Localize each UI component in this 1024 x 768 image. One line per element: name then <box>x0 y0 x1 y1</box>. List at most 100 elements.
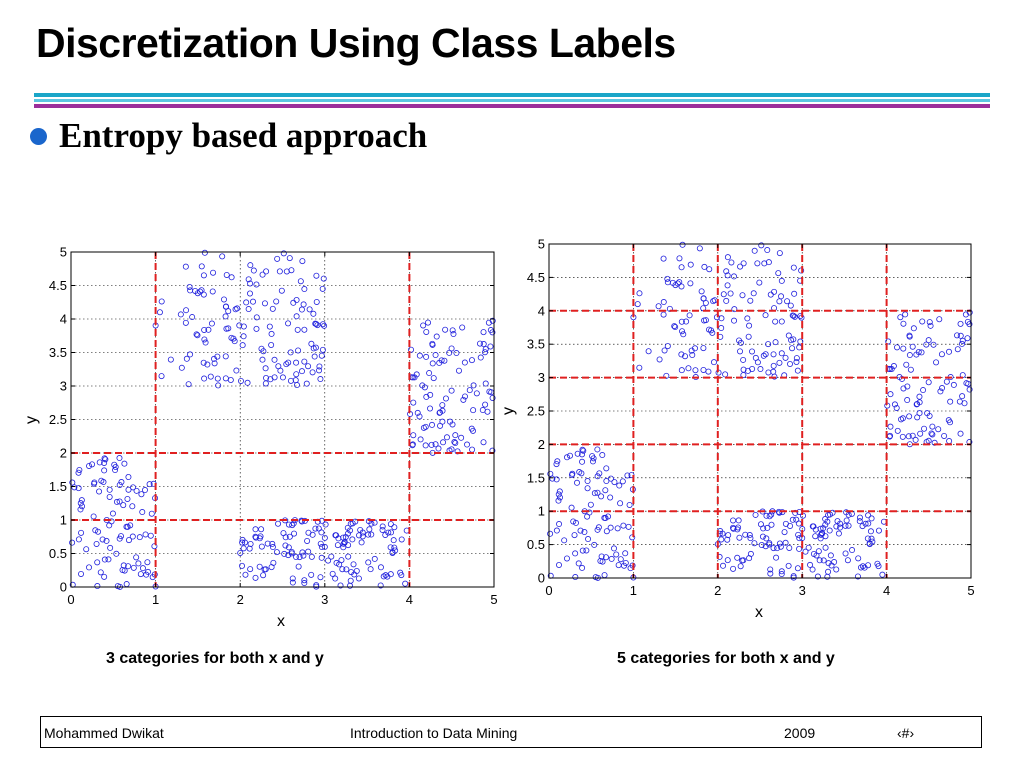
data-point <box>328 553 335 560</box>
data-point <box>461 359 468 366</box>
data-point <box>461 393 468 400</box>
data-point <box>927 322 934 329</box>
data-point <box>556 488 563 495</box>
data-point <box>455 367 462 374</box>
data-point <box>962 311 969 318</box>
data-point <box>887 391 894 398</box>
y-tick-label: 4.5 <box>527 270 545 285</box>
data-point <box>102 456 109 463</box>
data-point <box>583 547 590 554</box>
data-point <box>796 344 803 351</box>
data-point <box>200 272 207 279</box>
data-point <box>283 268 290 275</box>
data-point <box>283 361 290 368</box>
data-point <box>273 549 280 556</box>
y-tick-label: 5 <box>538 237 545 252</box>
data-point <box>312 320 319 327</box>
data-point <box>762 312 769 319</box>
data-point <box>371 555 378 562</box>
data-point <box>198 287 205 294</box>
data-point <box>572 519 579 526</box>
data-point <box>242 571 249 578</box>
data-point <box>344 524 351 531</box>
data-point <box>835 530 842 537</box>
data-point <box>793 358 800 365</box>
data-point <box>139 565 146 572</box>
data-point <box>679 241 686 248</box>
data-point <box>220 296 227 303</box>
data-point <box>553 476 560 483</box>
data-point <box>894 344 901 351</box>
data-point <box>745 333 752 340</box>
data-point <box>706 266 713 273</box>
data-point <box>448 387 455 394</box>
data-point <box>86 462 93 469</box>
data-point <box>592 574 599 581</box>
y-tick-label: 2 <box>538 437 545 452</box>
data-point <box>645 348 652 355</box>
data-point <box>117 533 124 540</box>
data-point <box>416 352 423 359</box>
data-point <box>900 385 907 392</box>
data-point <box>441 357 448 364</box>
data-point <box>480 341 487 348</box>
y-tick-label: 5 <box>60 245 67 260</box>
data-point <box>825 568 832 575</box>
data-point <box>100 479 107 486</box>
data-point <box>443 434 450 441</box>
data-point <box>258 526 265 533</box>
data-point <box>234 305 241 312</box>
data-point <box>366 526 373 533</box>
data-point <box>959 340 966 347</box>
data-point <box>319 321 326 328</box>
y-tick-label: 4.5 <box>49 278 67 293</box>
data-point <box>293 554 300 561</box>
data-point <box>178 364 185 371</box>
data-point <box>422 423 429 430</box>
data-point <box>676 279 683 286</box>
data-point <box>740 557 747 564</box>
data-point <box>452 440 459 447</box>
data-point <box>656 356 663 363</box>
data-point <box>691 345 698 352</box>
data-point <box>770 351 777 358</box>
data-point <box>78 497 85 504</box>
data-point <box>240 323 247 330</box>
data-point <box>214 375 221 382</box>
data-point <box>263 268 270 275</box>
data-point <box>280 250 287 257</box>
data-point <box>764 247 771 254</box>
data-point <box>756 279 763 286</box>
data-point <box>946 348 953 355</box>
data-point <box>787 360 794 367</box>
data-point <box>624 472 631 479</box>
data-point <box>310 345 317 352</box>
data-point <box>262 566 269 573</box>
data-point <box>359 533 366 540</box>
data-point <box>787 302 794 309</box>
data-point <box>678 318 685 325</box>
data-point <box>298 368 305 375</box>
data-point <box>210 269 217 276</box>
y-tick-label: 2.5 <box>527 404 545 419</box>
data-point <box>906 352 913 359</box>
data-point <box>264 540 271 547</box>
data-point <box>233 367 240 374</box>
data-point <box>789 345 796 352</box>
data-point <box>724 557 731 564</box>
data-point <box>961 400 968 407</box>
data-point <box>101 556 108 563</box>
title-rule-cyan-top <box>34 93 990 97</box>
data-point <box>683 318 690 325</box>
data-point <box>129 533 136 540</box>
data-point <box>310 310 317 317</box>
data-point <box>561 537 568 544</box>
data-point <box>616 482 623 489</box>
data-point <box>365 518 372 525</box>
data-point <box>700 366 707 373</box>
data-point <box>754 260 761 267</box>
data-point <box>194 332 201 339</box>
data-point <box>615 562 622 569</box>
data-point <box>794 367 801 374</box>
bullet-item: Entropy based approach <box>30 116 427 156</box>
